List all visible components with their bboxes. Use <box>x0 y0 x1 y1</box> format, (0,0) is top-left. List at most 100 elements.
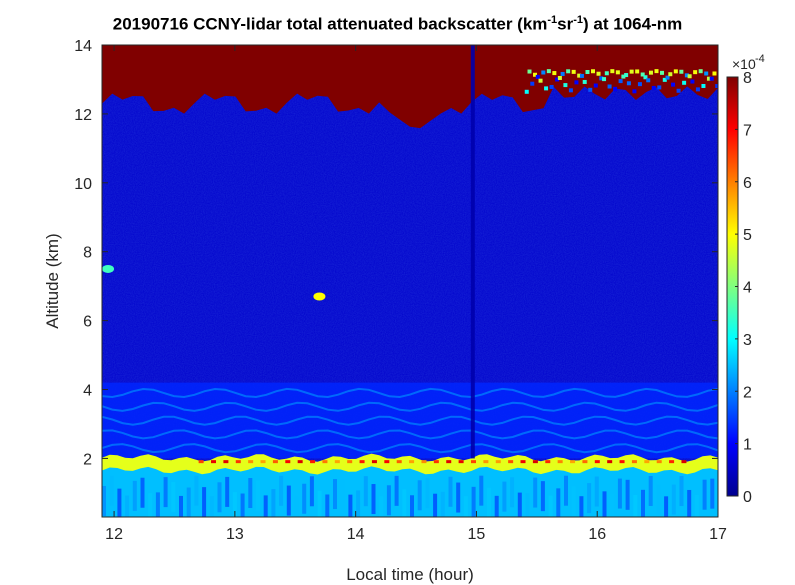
surface-streak <box>648 475 653 506</box>
cirrus-edge-speckle <box>621 74 626 79</box>
surface-streak <box>325 494 330 517</box>
x-tick-label: 15 <box>468 526 486 543</box>
cirrus-edge-speckle <box>629 69 634 74</box>
surface-streak <box>194 475 199 506</box>
cirrus-edge-speckle <box>690 79 695 84</box>
cirrus-edge-speckle <box>679 69 684 74</box>
surface-streak <box>256 480 260 511</box>
surface-streak <box>487 487 491 517</box>
signal-dropout <box>470 45 475 459</box>
surface-streak <box>463 496 468 517</box>
cirrus-edge-speckle <box>684 73 689 78</box>
colorbar-tick-label: 7 <box>743 122 752 139</box>
surface-streak <box>394 475 399 506</box>
surface-streak <box>425 478 430 509</box>
surface-streak <box>209 496 214 517</box>
colorbar-group: 0 1 2 3 4 5 6 7 8×10 -4 <box>726 53 765 506</box>
cirrus-edge-speckle <box>533 72 538 77</box>
cirrus-edge-speckle <box>604 71 609 76</box>
surface-streak <box>556 488 561 517</box>
boundary-layer-top-spot <box>433 460 439 464</box>
surface-streak <box>410 495 414 517</box>
surface-streak <box>348 494 353 517</box>
surface-streak <box>317 490 322 517</box>
cirrus-edge-speckle <box>566 69 571 74</box>
cirrus-edge-speckle <box>591 69 596 74</box>
boundary-layer-top-spot <box>545 460 551 464</box>
surface-streak <box>687 489 692 517</box>
cirrus-edge-speckle <box>695 87 700 92</box>
x-tick-label: 14 <box>347 526 365 543</box>
y-tick-label: 2 <box>83 451 92 468</box>
colorbar-multiplier: ×10 <box>732 56 756 72</box>
cirrus-edge-speckle <box>682 80 687 85</box>
surface-streak <box>710 478 715 509</box>
colorbar-multiplier-exponent: -4 <box>755 53 765 65</box>
surface-streak <box>386 485 391 516</box>
surface-streak <box>279 475 284 506</box>
aerosol-strand <box>102 387 718 399</box>
cirrus-edge-speckle <box>560 71 565 76</box>
cirrus-edge-speckle <box>676 88 681 93</box>
surface-streak <box>617 478 622 509</box>
cirrus-edge-speckle <box>668 72 673 77</box>
x-tick-label: 12 <box>105 526 123 543</box>
surface-streak <box>294 496 299 517</box>
surface-streak <box>702 479 707 510</box>
boundary-layer-top-spot <box>594 460 600 464</box>
surface-streak <box>456 482 461 513</box>
cirrus-edge-speckle <box>701 83 706 88</box>
cirrus-edge-speckle <box>549 84 554 89</box>
cirrus-edge-speckle <box>552 71 557 76</box>
surface-streak <box>263 495 268 517</box>
surface-streak <box>440 491 445 517</box>
boundary-layer-top-spot <box>681 460 687 464</box>
boundary-layer-top-spot <box>223 460 229 464</box>
title-suffix: ) at 1064-nm <box>583 14 683 34</box>
surface-streak <box>363 476 368 507</box>
cirrus-edge-speckle <box>654 69 659 74</box>
boundary-layer-top-spot <box>297 460 303 464</box>
y-tick-label: 6 <box>83 314 92 331</box>
surface-streak <box>302 483 307 514</box>
colorbar-tick-label: 2 <box>743 384 752 401</box>
surface-streak <box>140 477 145 508</box>
boundary-layer-top-spot <box>458 460 464 464</box>
cirrus-edge-speckle <box>557 75 562 80</box>
surface-streak <box>625 479 630 510</box>
colorbar-tick-label: 1 <box>743 437 752 454</box>
surface-streak <box>286 485 291 516</box>
cirrus-edge-speckle <box>593 83 598 88</box>
boundary-layer-top-spot <box>619 460 625 464</box>
colorbar-tick-label: 6 <box>743 175 752 192</box>
cirrus-edge-speckle <box>693 70 698 75</box>
cirrus-edge-speckle <box>706 76 711 81</box>
y-tick-label: 14 <box>74 38 92 55</box>
surface-streak <box>664 496 669 517</box>
cirrus-edge-speckle <box>618 79 623 84</box>
y-axis-label: Altitude (km) <box>43 233 62 328</box>
y-tick-label: 4 <box>83 383 92 400</box>
cirrus-edge-speckle <box>632 89 637 94</box>
surface-streak <box>402 489 407 517</box>
cirrus-edge-speckle <box>712 71 717 76</box>
cirrus-edge-speckle <box>635 69 640 74</box>
cirrus-edge-speckle <box>579 73 584 78</box>
aerosol-strand <box>102 415 718 426</box>
cirrus-edge-speckle <box>640 72 645 77</box>
cirrus-edge-speckle <box>665 75 670 80</box>
surface-streak <box>694 494 699 517</box>
cirrus-edge-speckle <box>698 69 703 74</box>
surface-streak <box>602 491 607 517</box>
boundary-layer-top-spot <box>446 460 452 464</box>
title-prefix: 20190716 CCNY-lidar total attenuated bac… <box>112 14 548 34</box>
surface-streak <box>171 481 176 512</box>
boundary-layer-top-spot <box>483 460 489 464</box>
surface-streak <box>517 492 522 517</box>
surface-streak <box>502 481 507 512</box>
surface-streak <box>232 492 237 517</box>
boundary-layer-top-spot <box>235 460 241 464</box>
cirrus-edge-speckle <box>687 74 692 79</box>
cirrus-edge-speckle <box>610 69 615 74</box>
